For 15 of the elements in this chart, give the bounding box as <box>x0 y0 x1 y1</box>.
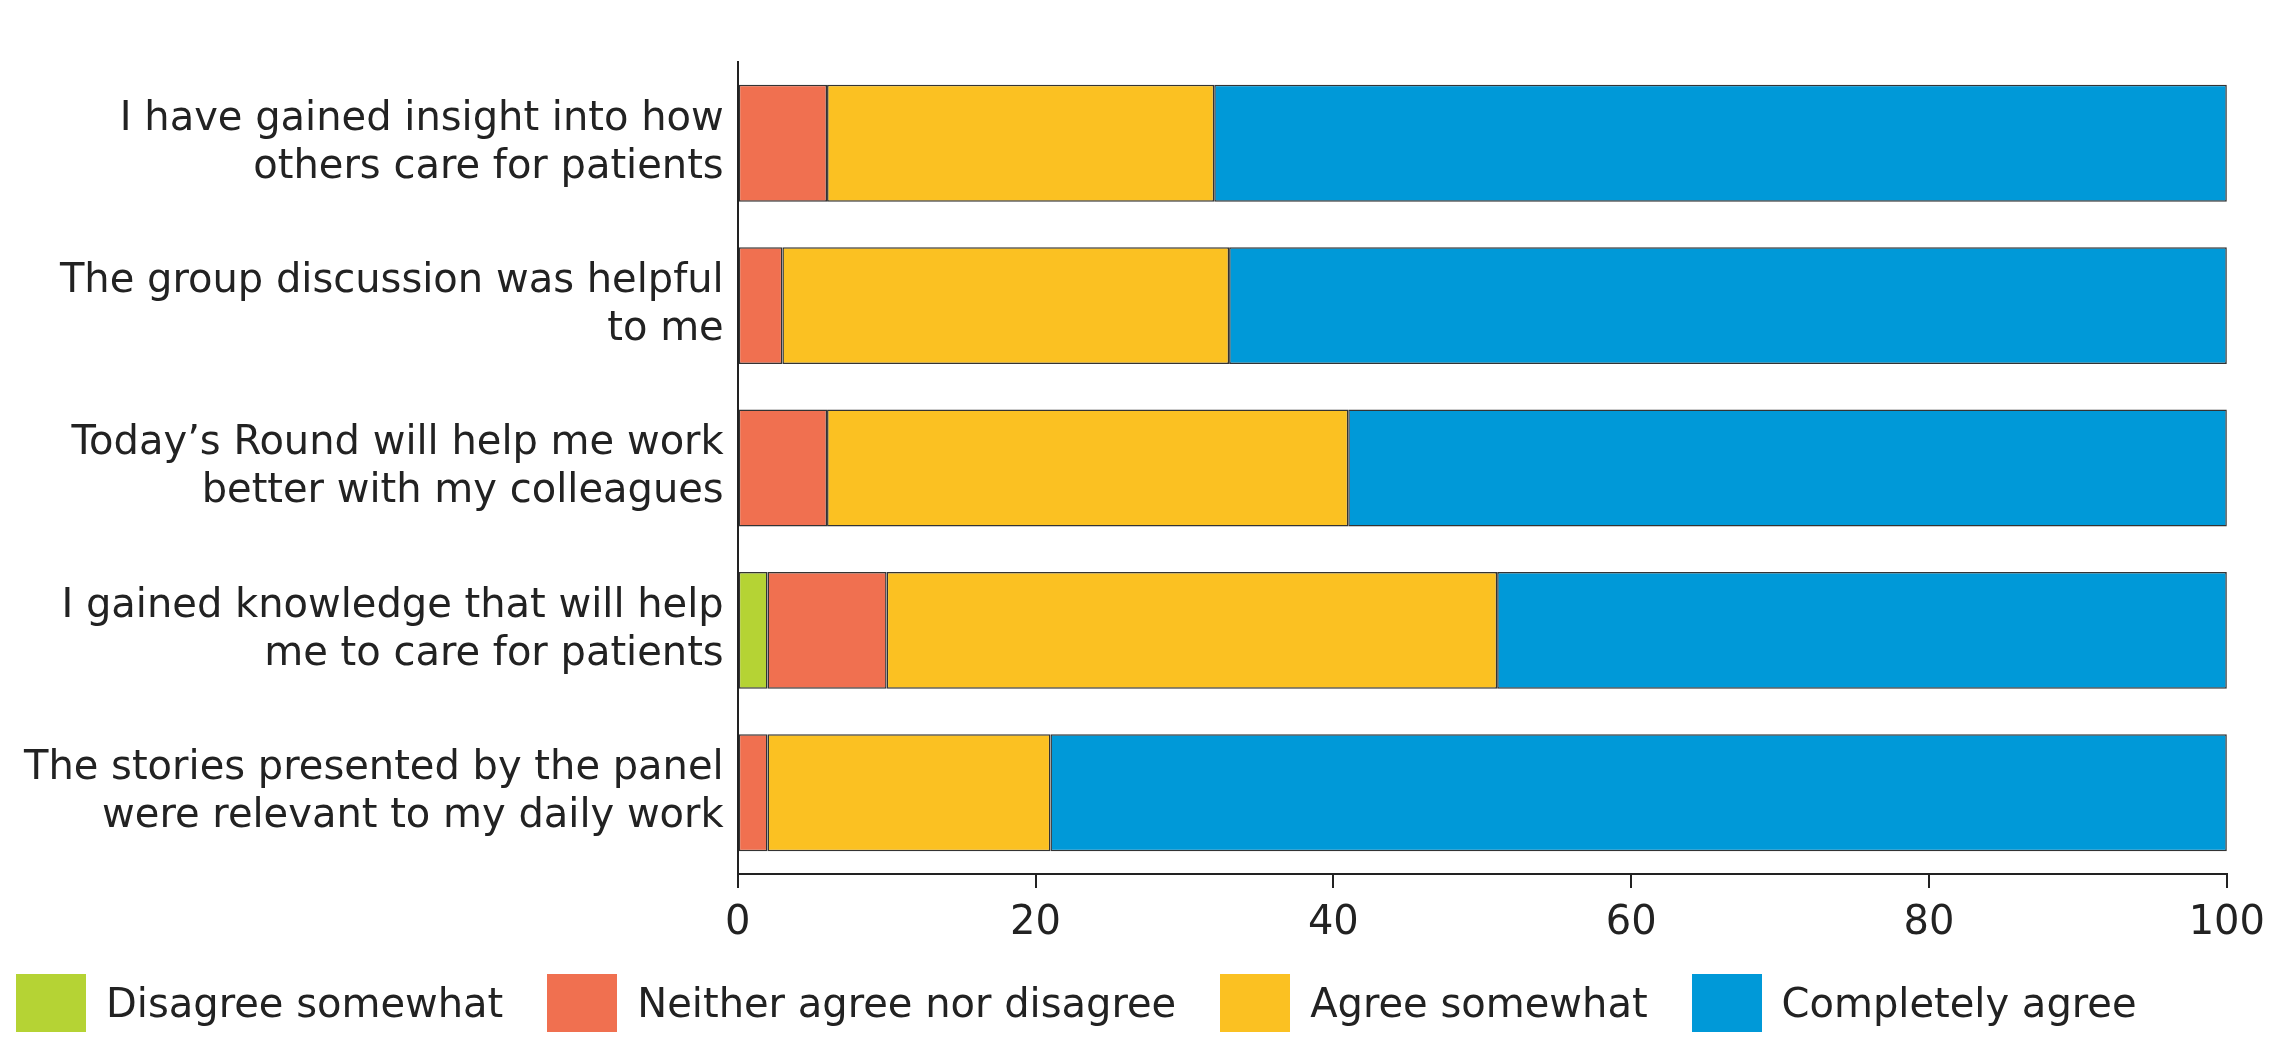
y-tick-label: The stories presented by the panel were relevant to my daily work <box>22 742 725 837</box>
x-tick-label: 100 <box>2188 897 2266 944</box>
y-tick-label: Today’s Round will help me work better with my colleagues <box>70 417 725 512</box>
x-tick-label: 60 <box>1605 897 1657 944</box>
y-tick-label: The group discussion was helpful to me <box>58 254 724 349</box>
y-tick-label: I have gained insight into how others care for patients <box>119 92 724 187</box>
x-tick-label: 20 <box>1010 897 1061 944</box>
y-tick-label: I gained knowledge that will help me to care for patients <box>61 579 724 674</box>
legend-label: Disagree somewhat <box>106 980 504 1026</box>
legend-label: Agree somewhat <box>1310 980 1648 1026</box>
x-tick-label: 0 <box>724 897 751 944</box>
legend-label: Neither agree nor disagree <box>637 980 1177 1026</box>
x-tick-label: 40 <box>1307 897 1359 944</box>
legend-label: Completely agree <box>1781 980 2137 1026</box>
x-tick-label: 80 <box>1903 897 1955 944</box>
